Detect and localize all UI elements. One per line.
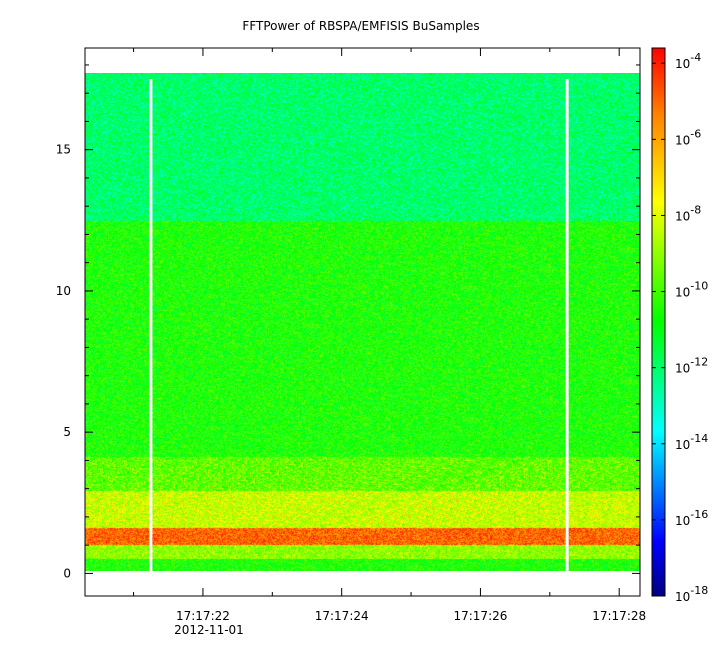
colorbar-tick-label: 10-12 [675,356,708,376]
x-date-label: 2012-11-01 [174,623,244,637]
colorbar-tick-label: 10-10 [675,280,708,300]
x-tick-label: 17:17:26 [453,609,507,623]
x-axis: 17:17:22 17:17:24 17:17:26 17:17:28 [133,48,646,623]
y-tick-label: 15 [56,143,71,157]
y-axis: 0 5 10 15 [56,64,640,580]
x-tick-label: 17:17:22 [176,609,230,623]
chart-title: FFTPower of RBSPA/EMFISIS BuSamples [242,19,479,33]
plot-frame [84,47,641,597]
colorbar: 10-4 10-6 10-8 10-10 10-12 10-14 10-16 10-18 [651,47,708,604]
colorbar-tick-label: 10-8 [675,203,701,223]
data-gap [565,79,569,574]
colorbar-tick-label: 10-6 [675,127,701,147]
colorbar-tick-label: 10-4 [675,51,701,71]
spectrogram-image [85,73,640,571]
x-tick-label: 17:17:28 [592,609,646,623]
data-gap [149,79,153,574]
y-tick-label: 10 [56,284,71,298]
y-tick-label: 5 [63,425,71,439]
colorbar-tick-label: 10-18 [675,584,708,604]
colorbar-tick-label: 10-14 [675,432,708,452]
colorbar-gradient [652,48,665,596]
colorbar-tick-label: 10-16 [675,508,708,528]
x-tick-label: 17:17:24 [315,609,369,623]
y-tick-label: 0 [63,566,71,580]
